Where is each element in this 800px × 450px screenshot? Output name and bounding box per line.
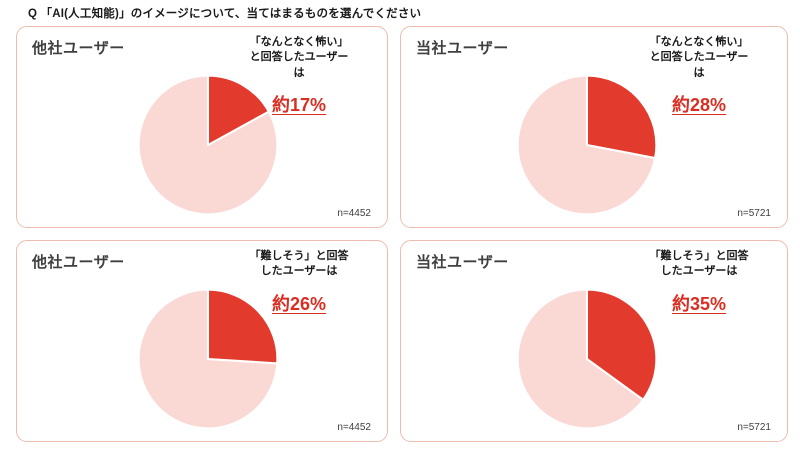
pie-slice-highlight — [206, 288, 279, 365]
pie-chart — [137, 74, 279, 216]
pie-slice-highlight — [585, 288, 658, 401]
pie-slice-highlight — [585, 74, 658, 160]
question-title: Q 「AI(人工知能)」のイメージについて、当てはまるものを選んでください — [28, 8, 422, 20]
annotation-block: 「難しそう」と回答 したユーザーは 約35% — [619, 249, 779, 316]
pie-chart — [516, 288, 658, 430]
panel-our-users-difficult: 当社ユーザー 「難しそう」と回答 したユーザーは 約35% n=5721 — [400, 240, 788, 442]
annotation-block: 「なんとなく怖い」 と回答したユーザー は 約17% — [219, 35, 379, 117]
annotation-block: 「なんとなく怖い」 と回答したユーザー は 約28% — [619, 35, 779, 117]
group-label: 他社ユーザー — [32, 40, 125, 57]
pie-chart — [137, 288, 279, 430]
percentage-value: 約26% — [271, 293, 327, 314]
percentage-value: 約28% — [671, 95, 727, 116]
annotation-text: 「なんとなく怖い」 と回答したユーザー は — [249, 36, 349, 79]
sample-size-label: n=4452 — [337, 422, 371, 433]
pie-slice-rest — [516, 288, 645, 430]
panel-other-users-scary: 他社ユーザー 「なんとなく怖い」 と回答したユーザー は 約17% n=4452 — [16, 26, 388, 228]
annotation-text: 「難しそう」と回答 したユーザーは — [249, 250, 349, 278]
group-label: 他社ユーザー — [32, 254, 125, 271]
annotation-text: 「なんとなく怖い」 と回答したユーザー は — [649, 36, 749, 79]
group-label: 当社ユーザー — [416, 254, 509, 271]
group-label: 当社ユーザー — [416, 40, 509, 57]
percentage-value: 約35% — [671, 293, 727, 314]
pie-chart — [516, 74, 658, 216]
annotation-text: 「難しそう」と回答 したユーザーは — [649, 250, 749, 278]
pie-slice-highlight — [206, 74, 270, 147]
percentage-value: 約17% — [271, 95, 327, 116]
sample-size-label: n=4452 — [337, 208, 371, 219]
panel-our-users-scary: 当社ユーザー 「なんとなく怖い」 と回答したユーザー は 約28% n=5721 — [400, 26, 788, 228]
sample-size-label: n=5721 — [737, 208, 771, 219]
sample-size-label: n=5721 — [737, 422, 771, 433]
annotation-block: 「難しそう」と回答 したユーザーは 約26% — [219, 249, 379, 316]
panel-other-users-difficult: 他社ユーザー 「難しそう」と回答 したユーザーは 約26% n=4452 — [16, 240, 388, 442]
